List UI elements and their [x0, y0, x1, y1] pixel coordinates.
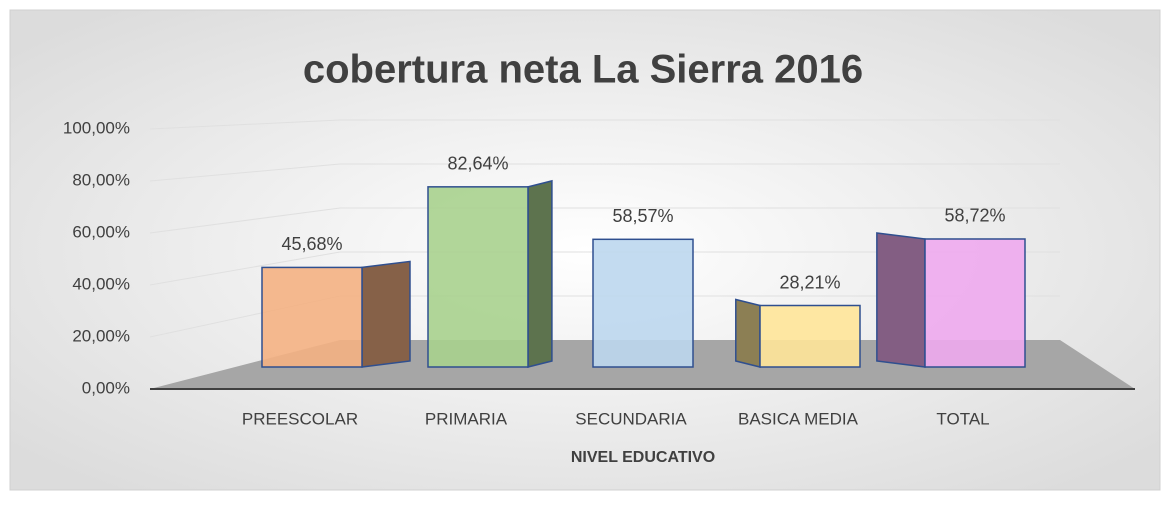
grid-line: [149, 119, 341, 130]
y-tick-label: 100,00%: [63, 118, 130, 137]
bar-side: [361, 260, 411, 368]
x-axis-title: NIVEL EDUCATIVO: [571, 449, 715, 466]
data-label: 45,68%: [281, 234, 342, 254]
x-tick-label: PREESCOLAR: [242, 409, 358, 428]
x-tick-label: SECUNDARIA: [575, 409, 687, 428]
y-tick-label: 40,00%: [72, 274, 130, 293]
x-tick-label: PRIMARIA: [425, 409, 508, 428]
bar-side: [876, 232, 926, 368]
y-tick-label: 20,00%: [72, 326, 130, 345]
chart-title: cobertura neta La Sierra 2016: [303, 48, 863, 92]
grid-line: [149, 207, 341, 234]
x-tick-label: BASICA MEDIA: [738, 409, 859, 428]
data-label: 58,57%: [612, 206, 673, 226]
bar-side: [735, 298, 761, 368]
grid-line: [149, 251, 341, 286]
x-tick-label: TOTAL: [936, 409, 989, 428]
bar: [592, 238, 694, 368]
y-tick-label: 60,00%: [72, 222, 130, 241]
bar: [261, 266, 363, 368]
data-label: 58,72%: [944, 206, 1005, 226]
bar: [427, 186, 529, 368]
y-tick-label: 80,00%: [72, 170, 130, 189]
bar: [924, 238, 1026, 368]
data-label: 28,21%: [779, 272, 840, 292]
grid-line: [149, 163, 341, 182]
data-label: 82,64%: [447, 154, 508, 174]
bar: [759, 304, 861, 368]
bar-side: [527, 179, 553, 368]
y-tick-label: 0,00%: [82, 378, 130, 397]
